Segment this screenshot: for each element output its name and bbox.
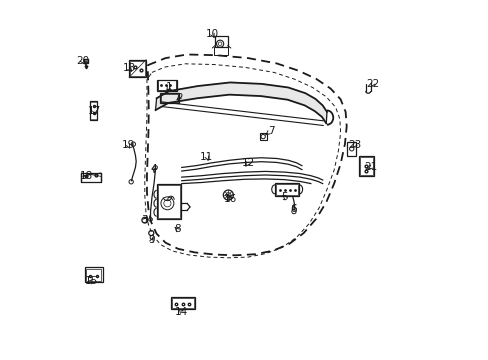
Bar — [156, 80, 177, 91]
Text: 6: 6 — [290, 204, 297, 214]
Text: 1: 1 — [165, 82, 172, 92]
Text: 15: 15 — [84, 276, 98, 286]
Text: 22: 22 — [366, 79, 379, 89]
Bar — [346, 142, 356, 156]
Text: 12: 12 — [241, 158, 254, 168]
Text: 7: 7 — [265, 126, 274, 135]
Bar — [215, 36, 227, 47]
Bar — [274, 183, 299, 196]
Text: 18: 18 — [79, 171, 92, 181]
Text: 16: 16 — [224, 194, 237, 204]
Text: 8: 8 — [173, 225, 180, 234]
Bar — [158, 80, 176, 90]
Bar — [276, 184, 298, 195]
Bar — [360, 157, 372, 175]
Text: 17: 17 — [88, 106, 101, 116]
Bar — [160, 94, 178, 102]
Text: 21: 21 — [364, 162, 377, 172]
Text: 4: 4 — [150, 164, 157, 174]
Bar — [129, 59, 146, 77]
Bar — [214, 47, 228, 55]
Text: 3: 3 — [141, 215, 148, 225]
Bar — [85, 267, 102, 282]
Text: 10: 10 — [205, 29, 218, 39]
Text: 5: 5 — [281, 192, 287, 202]
Text: 9: 9 — [148, 235, 155, 245]
Text: 2: 2 — [176, 93, 182, 103]
Polygon shape — [155, 82, 326, 123]
Bar — [86, 269, 101, 281]
Bar — [130, 60, 144, 76]
Text: 19: 19 — [121, 140, 134, 150]
Text: 13: 13 — [122, 63, 135, 73]
Bar — [89, 101, 97, 120]
Bar — [156, 184, 181, 220]
Bar — [172, 298, 193, 308]
Bar — [159, 93, 179, 103]
Text: 14: 14 — [175, 307, 188, 317]
Text: 11: 11 — [200, 152, 213, 162]
Bar — [259, 134, 266, 140]
Bar — [171, 297, 195, 309]
Bar — [359, 156, 373, 176]
Bar — [90, 102, 97, 119]
Bar — [81, 173, 101, 182]
Bar — [158, 185, 180, 219]
Text: 23: 23 — [347, 140, 361, 150]
Text: 20: 20 — [76, 56, 89, 66]
